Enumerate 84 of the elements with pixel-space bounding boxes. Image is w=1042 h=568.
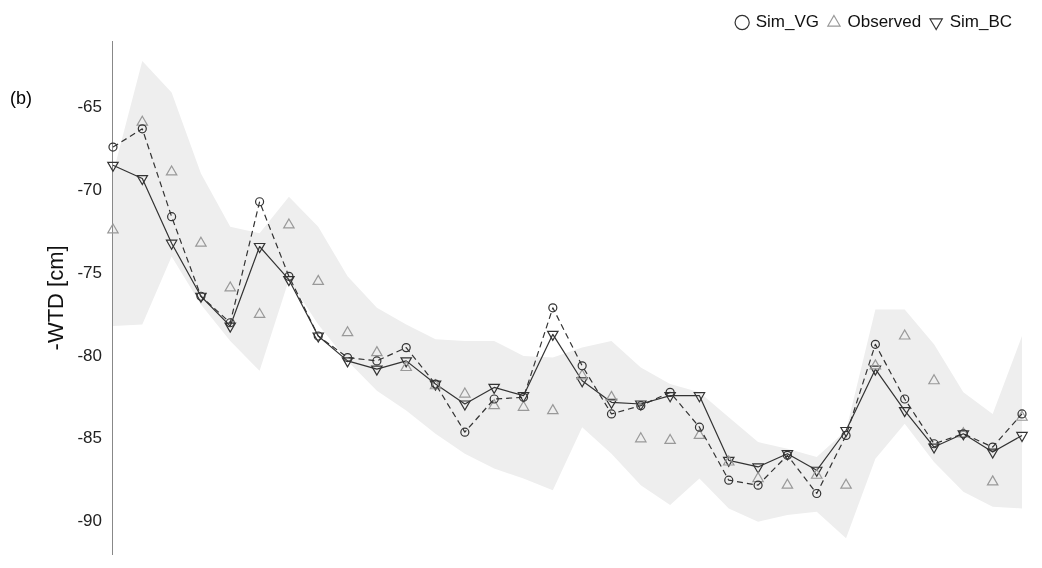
point	[724, 475, 734, 485]
point	[489, 394, 499, 404]
point	[253, 307, 266, 319]
point	[986, 448, 999, 459]
point	[664, 392, 676, 403]
point	[136, 174, 149, 186]
point	[928, 374, 940, 385]
text: (b)	[10, 87, 32, 108]
y-tick-label: -75	[77, 262, 102, 282]
point	[136, 115, 149, 126]
point	[900, 394, 910, 404]
point	[693, 428, 706, 440]
point	[898, 407, 911, 418]
point	[577, 361, 587, 371]
point	[929, 439, 939, 449]
point	[869, 365, 882, 376]
point	[547, 330, 559, 341]
point	[928, 443, 940, 454]
point	[986, 475, 999, 486]
point	[224, 281, 237, 292]
point	[870, 339, 880, 349]
point	[576, 377, 588, 388]
point	[576, 369, 588, 380]
point	[283, 276, 295, 287]
point	[312, 274, 325, 285]
point	[664, 433, 676, 445]
point	[224, 322, 237, 333]
point	[606, 409, 617, 419]
y-tick-label: -80	[77, 345, 102, 365]
point	[694, 422, 705, 432]
point	[341, 326, 354, 337]
point	[605, 390, 618, 401]
point	[841, 430, 851, 441]
point	[753, 480, 763, 490]
y-tick-label: -90	[77, 511, 102, 531]
point	[840, 478, 852, 489]
point	[1016, 431, 1028, 443]
point	[400, 357, 412, 368]
point	[342, 352, 353, 363]
point	[898, 329, 911, 340]
point	[107, 223, 119, 234]
y-axis-title: -WTD [cm]	[43, 245, 69, 351]
point	[517, 400, 530, 411]
point	[108, 142, 118, 152]
point	[752, 463, 764, 474]
point	[225, 318, 235, 328]
point	[195, 236, 207, 247]
point	[488, 383, 500, 394]
point	[401, 343, 411, 353]
point	[371, 346, 383, 357]
y-tick-label: -85	[77, 428, 102, 448]
point	[372, 356, 382, 366]
point	[283, 218, 295, 229]
point	[547, 404, 559, 415]
point	[781, 478, 794, 489]
point	[165, 239, 178, 250]
point	[635, 432, 647, 443]
point	[812, 488, 822, 499]
legend-label: Sim_VG	[755, 12, 819, 32]
point	[459, 387, 471, 398]
point	[665, 387, 675, 397]
point	[284, 271, 294, 281]
point	[693, 392, 706, 403]
point	[254, 197, 265, 207]
point	[167, 212, 177, 222]
point	[137, 124, 147, 134]
point	[488, 399, 500, 410]
y-tick-label: -65	[77, 96, 102, 116]
y-tick-label: -70	[77, 179, 102, 199]
point	[988, 442, 998, 452]
point	[107, 161, 119, 172]
point	[371, 365, 383, 376]
point	[341, 357, 354, 368]
point	[869, 359, 882, 370]
point	[548, 303, 558, 313]
point	[752, 471, 764, 483]
point	[459, 400, 471, 411]
legend-label: Sim_BC	[949, 12, 1013, 32]
point	[165, 165, 178, 176]
point	[605, 398, 618, 409]
legend-label: Observed	[847, 12, 922, 32]
point	[253, 242, 266, 254]
point	[460, 427, 470, 437]
point	[840, 426, 852, 438]
